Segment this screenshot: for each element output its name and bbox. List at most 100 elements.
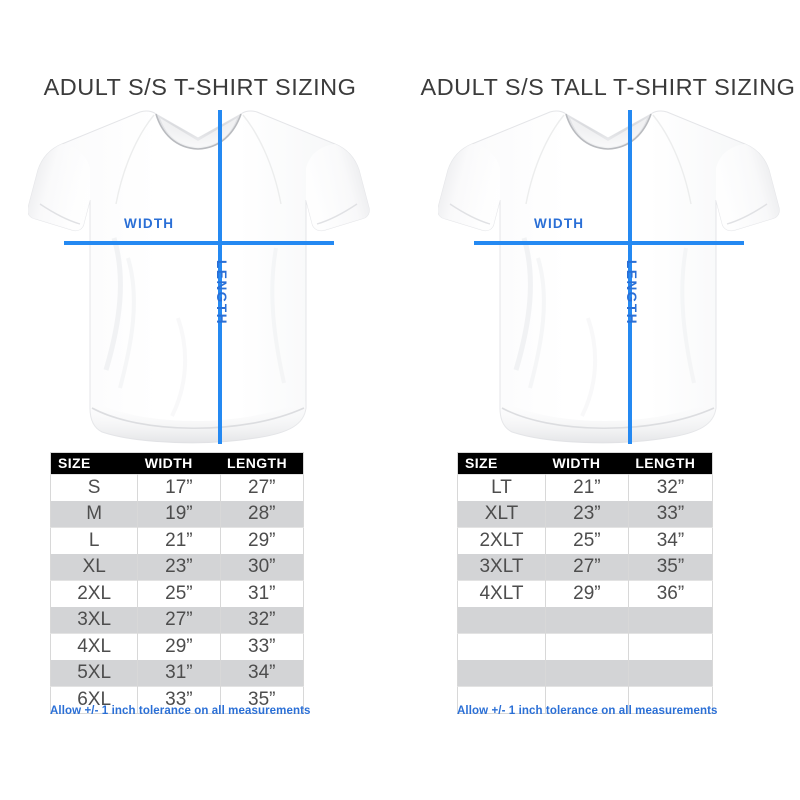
table-row: M 19” 28” [50,501,304,528]
cell-width [545,607,629,634]
cell-size: 6XL [50,686,139,714]
table-body: S 17” 27” M 19” 28” L 21” 29” [50,474,304,714]
cell-length: 31” [220,580,304,607]
cell-size: 5XL [50,660,139,687]
table-row: 4XLT 29” 36” [457,580,713,607]
header-size: SIZE [457,452,546,475]
cell-width [545,633,629,660]
header-length: LENGTH [628,452,713,475]
cell-size: 4XLT [457,580,546,607]
cell-size: 3XL [50,607,139,634]
cell-length: 29” [220,527,304,554]
cell-length: 34” [220,660,304,687]
cell-width: 21” [545,474,629,501]
size-table-standard: SIZE WIDTH LENGTH S 17” 27” M [50,452,304,714]
cell-size: XLT [457,501,546,528]
cell-length: 33” [220,633,304,660]
table-row-empty [457,607,713,634]
header-width: WIDTH [545,452,629,475]
cell-width: 31” [137,660,221,687]
cell-width: 25” [545,527,629,554]
header-size: SIZE [50,452,138,475]
cell-size [457,633,546,660]
cell-width: 29” [545,580,629,607]
cell-length: 28” [220,501,304,528]
page-title-tall: ADULT S/S TALL T-SHIRT SIZING [420,74,796,100]
cell-width [545,686,629,714]
size-table-standard-wrap: SIZE WIDTH LENGTH S 17” 27” M [50,452,304,714]
table-row: S 17” 27” [50,474,304,501]
table-row: 6XL 33” 35” [50,686,304,714]
table-row: 3XLT 27” 35” [457,554,713,581]
table-row: XL 23” 30” [50,554,304,581]
cell-width: 21” [137,527,221,554]
tolerance-note-tall: Allow +/- 1 inch tolerance on all measur… [457,705,718,717]
cell-length [628,633,713,660]
tshirt-diagram-standard: WIDTH LENGTH [28,108,372,446]
cell-size: L [50,527,139,554]
cell-length [628,660,713,687]
table-row: 3XL 27” 32” [50,607,304,634]
cell-size: 2XL [50,580,139,607]
titles-row: ADULT S/S T-SHIRT SIZING ADULT S/S TALL … [0,72,800,108]
tshirt-icon [28,110,370,444]
size-table-tall: SIZE WIDTH LENGTH LT 21” 32” XLT [457,452,713,714]
header-row: SIZE WIDTH LENGTH [457,452,713,475]
page-title-standard: ADULT S/S T-SHIRT SIZING [43,74,357,100]
table-body: LT 21” 32” XLT 23” 33” 2XLT 25” 34” [457,474,713,714]
cell-size: 3XLT [457,554,546,581]
cell-width: 33” [137,686,221,714]
cell-length [628,686,713,714]
cell-width: 23” [137,554,221,581]
cell-length: 27” [220,474,304,501]
cell-size [457,607,546,634]
cell-size: XL [50,554,139,581]
tolerance-note-standard: Allow +/- 1 inch tolerance on all measur… [50,705,311,717]
cell-size: 4XL [50,633,139,660]
table-row: 4XL 29” 33” [50,633,304,660]
cell-length: 35” [628,554,713,581]
cell-width: 17” [137,474,221,501]
cell-size [457,686,546,714]
table-row: LT 21” 32” [457,474,713,501]
cell-length: 32” [628,474,713,501]
tshirt-icon [438,110,780,444]
header-length: LENGTH [220,452,304,475]
size-table-tall-wrap: SIZE WIDTH LENGTH LT 21” 32” XLT [457,452,713,714]
cell-size: LT [457,474,546,501]
cell-width: 25” [137,580,221,607]
table-row: 2XL 25” 31” [50,580,304,607]
cell-length: 34” [628,527,713,554]
table-row: 5XL 31” 34” [50,660,304,687]
cell-length: 36” [628,580,713,607]
cell-width: 27” [137,607,221,634]
table-header: SIZE WIDTH LENGTH [457,452,713,475]
cell-width [545,660,629,687]
cell-width: 27” [545,554,629,581]
cell-size: M [50,501,139,528]
cell-length: 30” [220,554,304,581]
cell-size: 2XLT [457,527,546,554]
table-row-empty [457,660,713,687]
tshirt-diagram-tall: WIDTH LENGTH [438,108,782,446]
cell-length [628,607,713,634]
table-row: XLT 23” 33” [457,501,713,528]
panel-standard-sizing: WIDTH LENGTH SIZE WIDTH LENGTH [28,108,372,717]
cell-size: S [50,474,139,501]
table-row-empty [457,686,713,714]
table-row: L 21” 29” [50,527,304,554]
cell-length: 35” [220,686,304,714]
cell-width: 19” [137,501,221,528]
header-row: SIZE WIDTH LENGTH [50,452,304,475]
table-row-empty [457,633,713,660]
cell-width: 23” [545,501,629,528]
table-header: SIZE WIDTH LENGTH [50,452,304,475]
cell-length: 33” [628,501,713,528]
cell-length: 32” [220,607,304,634]
table-row: 2XLT 25” 34” [457,527,713,554]
cell-width: 29” [137,633,221,660]
panel-tall-sizing: WIDTH LENGTH SIZE WIDTH LENGTH [400,0,800,800]
cell-size [457,660,546,687]
